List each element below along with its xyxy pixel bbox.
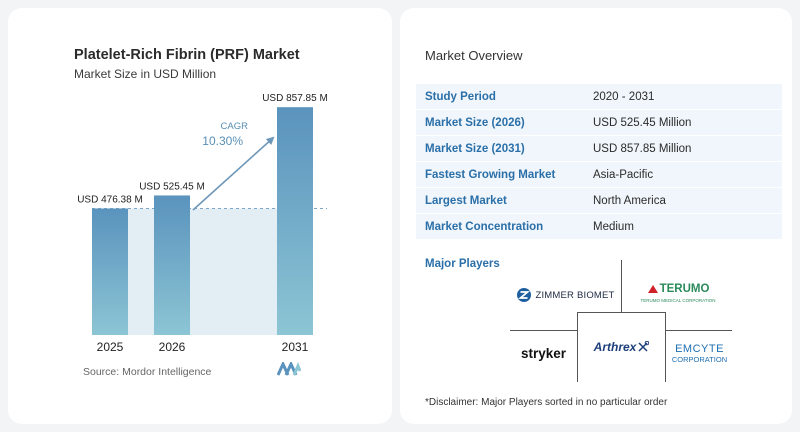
cagr-arrow [192, 136, 275, 211]
zimmer-biomet-logo: ZIMMER BIOMET [510, 282, 621, 308]
row-key: Market Size (2026) [425, 116, 525, 129]
row-value: Asia-Pacific [593, 168, 654, 181]
terumo-text: TERUMO [659, 283, 710, 295]
arthrex-logo: Arthrex [578, 334, 665, 360]
row-key: Fastest Growing Market [425, 168, 556, 181]
grid-divider [577, 312, 666, 313]
overview-row: Study Period 2020 - 2031 [416, 84, 782, 110]
bar-chart: USD 476.38 M 2025 USD 525.45 M 2026 USD 857.… [77, 93, 328, 354]
overview-row: Fastest Growing Market Asia-Pacific [416, 162, 782, 188]
baseline-band [92, 208, 313, 335]
cagr-value: 10.30% [202, 134, 243, 148]
bar-2025 [92, 208, 128, 335]
grid-divider [621, 260, 622, 312]
row-key: Market Concentration [425, 220, 544, 233]
grid-divider [510, 330, 577, 331]
overview-table: Study Period 2020 - 2031 Market Size (20… [416, 84, 782, 240]
arthrex-mark-icon [638, 341, 650, 352]
terumo-subtext: TERUMO MEDICAL CORPORATION [640, 298, 716, 303]
value-label: USD 857.85 M [262, 93, 328, 104]
grid-divider [665, 330, 732, 331]
chart-title: Platelet-Rich Fibrin (PRF) Market [74, 47, 300, 63]
grid-divider [577, 312, 578, 382]
zimmer-biomet-icon [517, 288, 532, 302]
x-tick-label: 2025 [97, 340, 124, 354]
cagr-label: CAGR [221, 121, 249, 132]
major-players-grid: ZIMMER BIOMET TERUMO TERUMO MEDICAL CORP… [510, 260, 732, 382]
overview-row: Largest Market North America [416, 188, 782, 214]
terumo-mark-icon [647, 285, 658, 293]
market-overview-title: Market Overview [425, 48, 523, 63]
row-key: Study Period [425, 90, 496, 103]
zimmer-biomet-text: ZIMMER BIOMET [535, 289, 615, 301]
emcyte-text: EMCYTE [675, 342, 724, 355]
arthrex-text: Arthrex [593, 340, 637, 354]
row-key: Largest Market [425, 194, 507, 207]
overview-row: Market Size (2026) USD 525.45 Million [416, 110, 782, 136]
value-label: USD 525.45 M [139, 181, 205, 192]
bar-2031 [277, 107, 313, 335]
emcyte-subtext: CORPORATION [671, 354, 728, 364]
chart-subtitle: Market Size in USD Million [74, 67, 217, 81]
row-value: 2020 - 2031 [593, 90, 655, 103]
stryker-text: stryker [520, 345, 567, 361]
x-tick-label: 2026 [159, 340, 186, 354]
row-key: Market Size (2031) [425, 142, 525, 155]
grid-divider [665, 312, 666, 382]
major-players-title: Major Players [425, 258, 500, 270]
bar-2026 [154, 195, 190, 335]
value-label: USD 476.38 M [77, 194, 143, 205]
disclaimer-text: *Disclaimer: Major Players sorted in no … [425, 397, 668, 408]
emcyte-logo: EMCYTE CORPORATION [667, 338, 732, 368]
row-value: USD 857.85 Million [593, 142, 692, 155]
mordor-logo-icon [277, 362, 301, 376]
row-value: Medium [593, 220, 634, 233]
row-value: North America [593, 194, 666, 207]
x-tick-label: 2031 [282, 340, 309, 354]
source-text: Source: Mordor Intelligence [83, 366, 212, 378]
row-value: USD 525.45 Million [593, 116, 692, 129]
stryker-logo: stryker [510, 340, 577, 366]
terumo-logo: TERUMO TERUMO MEDICAL CORPORATION [624, 278, 732, 308]
overview-row: Market Size (2031) USD 857.85 Million [416, 136, 782, 162]
overview-row: Market Concentration Medium [416, 214, 782, 240]
